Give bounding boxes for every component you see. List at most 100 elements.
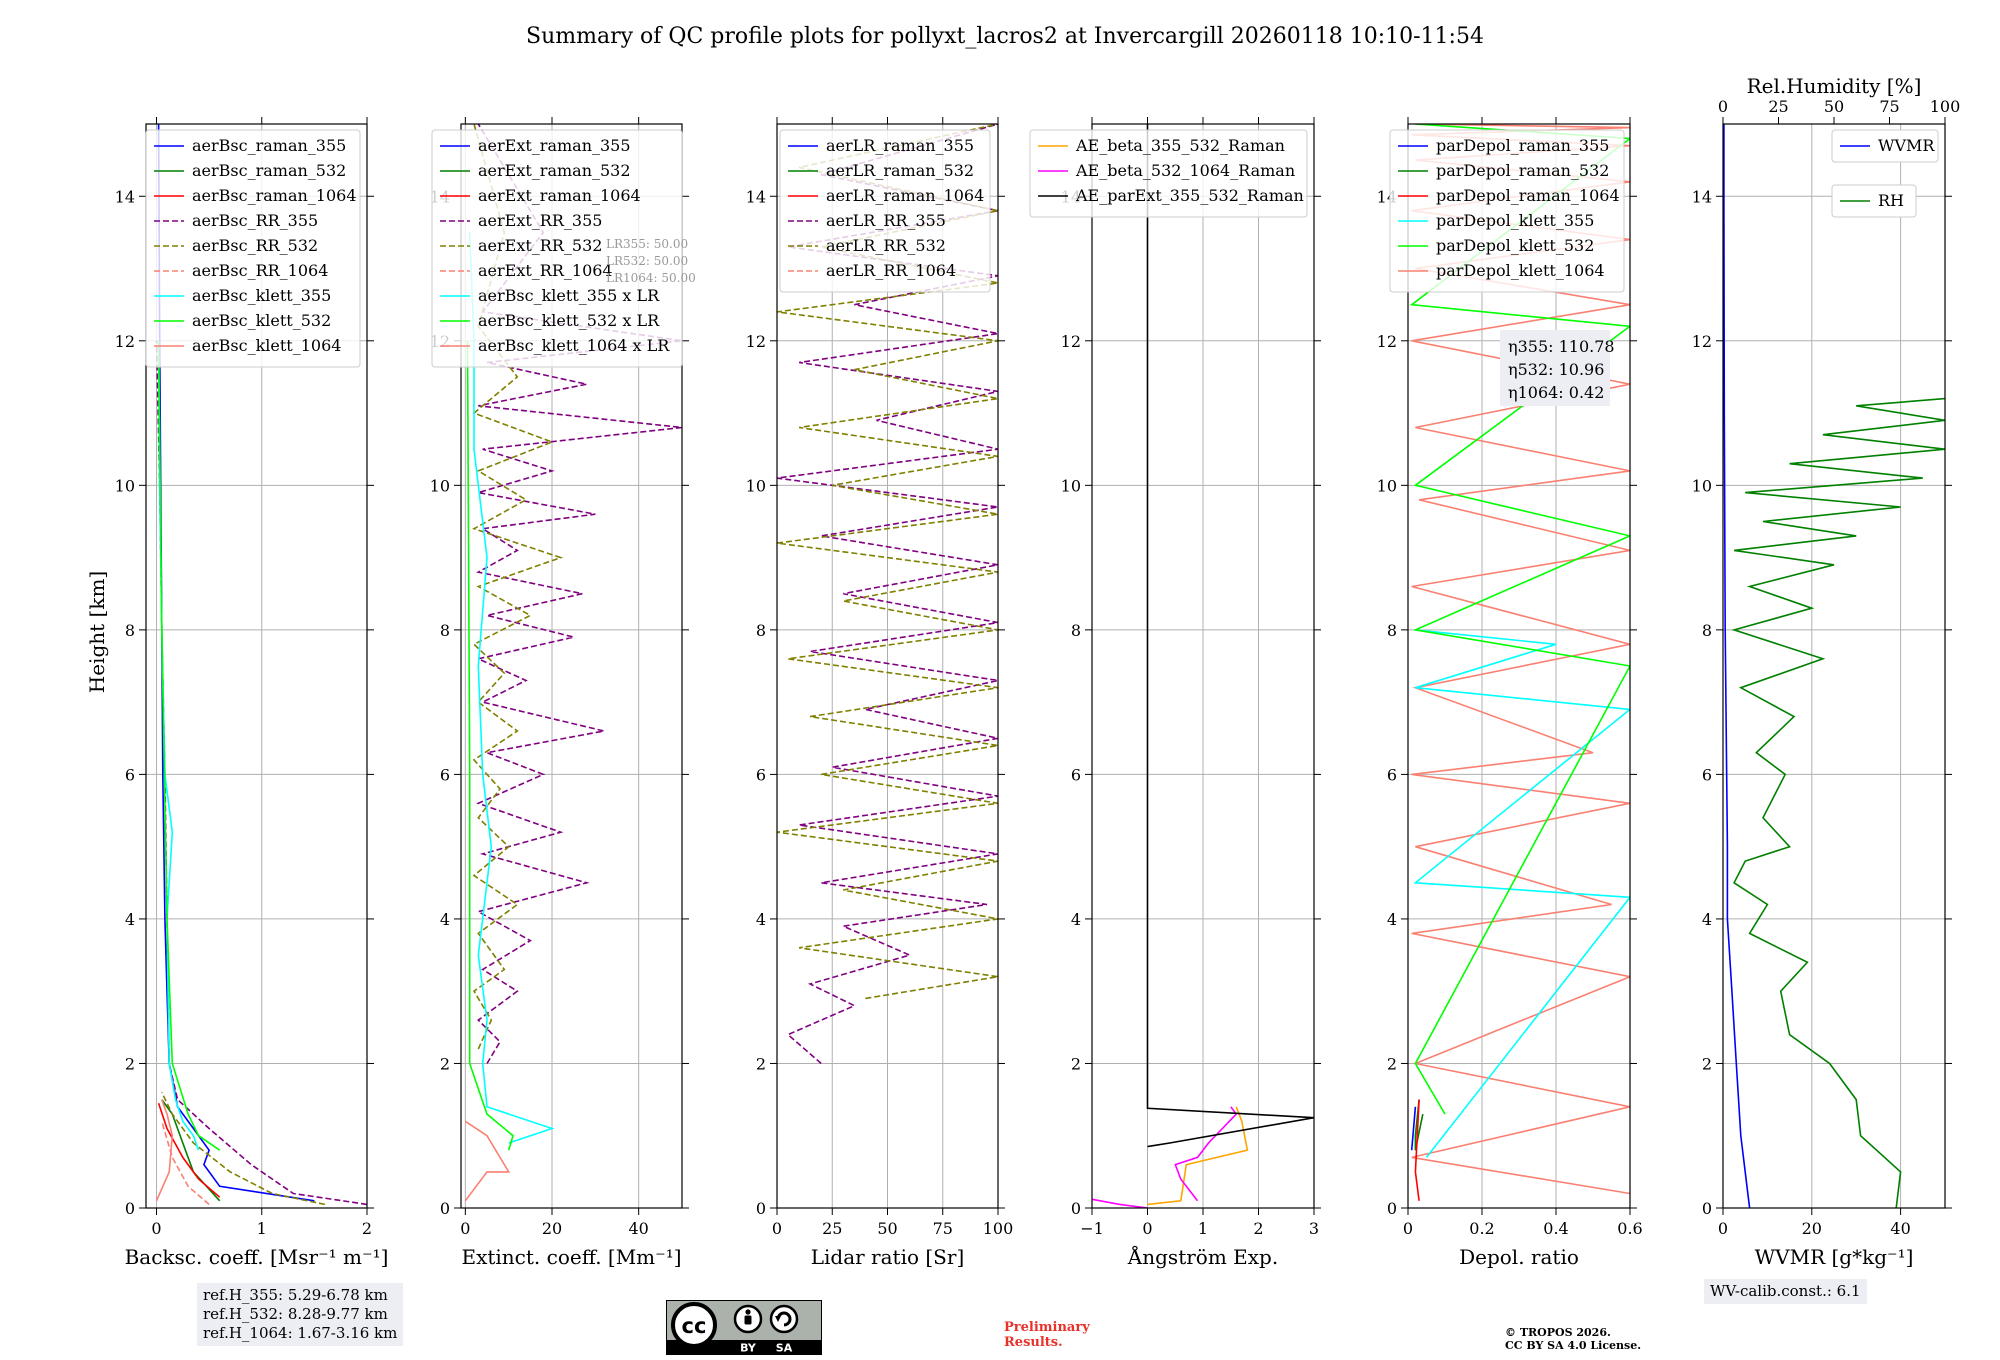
xtick-label-0: 0 bbox=[1718, 1219, 1728, 1238]
legend-lr: aerLR_raman_355 aerLR_raman_532 aerLR_rama… bbox=[779, 129, 991, 293]
series-group-lr bbox=[777, 124, 998, 1065]
ytick-label-3: 6 bbox=[1702, 765, 1712, 784]
lr-annotation-0: LR355: 50.00 bbox=[606, 237, 688, 251]
ytick-label-3: 6 bbox=[756, 765, 766, 784]
xlabel-ext: Extinct. coeff. [Mm⁻¹] bbox=[461, 1245, 681, 1269]
legend-label-5: aerExt_RR_1064 bbox=[478, 261, 613, 280]
legend-ext: aerExt_raman_355 aerExt_raman_532 aerExt_r… bbox=[431, 129, 683, 368]
legend-label-4: aerBsc_RR_532 bbox=[192, 236, 318, 255]
series-aerBsc_klett_1064 x LR bbox=[464, 1120, 511, 1202]
ytick-label-4: 8 bbox=[1071, 621, 1081, 640]
preliminary-line-2: Results. bbox=[1004, 1335, 1063, 1350]
legend-label-4: aerLR_RR_532 bbox=[826, 236, 946, 255]
figure-title: Summary of QC profile plots for pollyxt_… bbox=[526, 24, 1484, 49]
xtick-label-2: 50 bbox=[877, 1219, 897, 1238]
legend-label-2: AE_parExt_355_532_Raman bbox=[1075, 186, 1304, 205]
ytick-label-2: 4 bbox=[440, 910, 450, 929]
xtick-label-2: 0.4 bbox=[1543, 1219, 1568, 1238]
ytick-label-5: 10 bbox=[1692, 476, 1712, 495]
ytick-label-1: 2 bbox=[440, 1054, 450, 1073]
series-aerBsc_raman_1064 bbox=[157, 1102, 221, 1198]
series-aerExt_RR_355 bbox=[475, 124, 682, 1064]
series-parDepol_raman_532 bbox=[1414, 1099, 1424, 1151]
legend-label-6: aerBsc_klett_355 x LR bbox=[478, 286, 660, 305]
ytick-label-4: 8 bbox=[756, 621, 766, 640]
legend-label-rh: RH bbox=[1878, 191, 1904, 210]
legend-label-1: aerLR_raman_532 bbox=[826, 161, 974, 180]
ytick-label-5: 10 bbox=[115, 476, 135, 495]
xtick-label-4: 3 bbox=[1309, 1219, 1319, 1238]
ytick-label-7: 14 bbox=[115, 187, 135, 206]
series-RH bbox=[1731, 397, 1945, 1208]
legend-label-1: aerBsc_raman_532 bbox=[192, 161, 346, 180]
xlabel-ae: Ångström Exp. bbox=[1127, 1244, 1278, 1269]
legend-label-1: AE_beta_532_1064_Raman bbox=[1075, 161, 1295, 180]
by-label: BY bbox=[740, 1342, 757, 1355]
top-xtick-label-0: 0 bbox=[1718, 97, 1728, 116]
xtick-label-0: 0 bbox=[460, 1219, 470, 1238]
series-group-bsc bbox=[155, 124, 367, 1206]
series-aerBsc_klett_532 bbox=[157, 340, 221, 1151]
legend-label-0: aerExt_raman_355 bbox=[478, 136, 631, 155]
legend-label-5: aerBsc_RR_1064 bbox=[192, 261, 328, 280]
xtick-label-3: 75 bbox=[933, 1219, 953, 1238]
ytick-label-3: 6 bbox=[1071, 765, 1081, 784]
series-parDepol_raman_1064 bbox=[1414, 1099, 1420, 1201]
legend-bsc: aerBsc_raman_355 aerBsc_raman_532 aerBsc_r… bbox=[145, 129, 361, 368]
legend-depol: parDepol_raman_355 parDepol_raman_532 parD… bbox=[1389, 129, 1625, 293]
ytick-label-0: 0 bbox=[125, 1199, 135, 1218]
legend-label-4: parDepol_klett_532 bbox=[1436, 236, 1594, 255]
ytick-label-1: 2 bbox=[1702, 1054, 1712, 1073]
legend-label-1: parDepol_raman_532 bbox=[1436, 161, 1609, 180]
ytick-label-5: 10 bbox=[1061, 476, 1081, 495]
ytick-label-3: 6 bbox=[125, 765, 135, 784]
series-WVMR bbox=[1723, 124, 1751, 1208]
xlabel-depol: Depol. ratio bbox=[1459, 1245, 1579, 1269]
series-aerExt_RR_532 bbox=[472, 124, 564, 1050]
ytick-label-7: 14 bbox=[1692, 187, 1712, 206]
ytick-label-5: 10 bbox=[430, 476, 450, 495]
xtick-label-1: 0.2 bbox=[1469, 1219, 1494, 1238]
ref-height-box: ref.H_355: 5.29-6.78 km ref.H_532: 8.28-… bbox=[197, 1283, 404, 1346]
lr-annotation-1: LR532: 50.00 bbox=[606, 254, 688, 268]
xtick-label-3: 2 bbox=[1253, 1219, 1263, 1238]
ytick-label-0: 0 bbox=[440, 1199, 450, 1218]
series-parDepol_klett_355 bbox=[1413, 629, 1630, 1158]
ytick-label-0: 0 bbox=[1071, 1199, 1081, 1218]
eta-box-bg bbox=[1500, 330, 1610, 406]
xlabel-lr: Lidar ratio [Sr] bbox=[811, 1245, 965, 1269]
ytick-label-6: 12 bbox=[1692, 332, 1712, 351]
xtick-label-1: 20 bbox=[542, 1219, 562, 1238]
ref-height-355: ref.H_355: 5.29-6.78 km bbox=[203, 1286, 388, 1304]
ytick-label-2: 4 bbox=[1071, 910, 1081, 929]
ytick-label-3: 6 bbox=[1387, 765, 1397, 784]
legend-box bbox=[779, 129, 991, 293]
legend-label-8: aerBsc_klett_1064 bbox=[192, 336, 341, 355]
xtick-label-0: −1 bbox=[1080, 1219, 1104, 1238]
ytick-label-0: 0 bbox=[1387, 1199, 1397, 1218]
ytick-label-6: 12 bbox=[115, 332, 135, 351]
legend-label-8: aerBsc_klett_1064 x LR bbox=[478, 336, 670, 355]
top-xlabel: Rel.Humidity [%] bbox=[1747, 74, 1922, 98]
series-AE_beta_355_532_Raman bbox=[1147, 1106, 1249, 1206]
legend-label-0: AE_beta_355_532_Raman bbox=[1075, 136, 1285, 155]
ytick-label-3: 6 bbox=[440, 765, 450, 784]
ytick-label-0: 0 bbox=[756, 1199, 766, 1218]
axes-frame bbox=[460, 123, 683, 1209]
legend-label-0: parDepol_raman_355 bbox=[1436, 136, 1609, 155]
legend-label-wvmr: WVMR bbox=[1878, 136, 1935, 155]
xtick-label-2: 40 bbox=[1890, 1219, 1910, 1238]
panel-lr: 0 25 50 75 100 0 2 4 6 8 10 12 14 Lidar ratio [Sr] aer… bbox=[746, 117, 1013, 1269]
xtick-label-2: 1 bbox=[1198, 1219, 1208, 1238]
series-aerBsc_klett_532 x LR bbox=[466, 340, 514, 1151]
copyright-line-1: © TROPOS 2026. bbox=[1505, 1326, 1611, 1339]
ytick-label-1: 2 bbox=[756, 1054, 766, 1073]
xtick-label-0: 0 bbox=[1403, 1219, 1413, 1238]
legend-label-2: aerLR_raman_1064 bbox=[826, 186, 984, 205]
legend-label-7: aerBsc_klett_532 x LR bbox=[478, 311, 660, 330]
ytick-label-5: 10 bbox=[746, 476, 766, 495]
